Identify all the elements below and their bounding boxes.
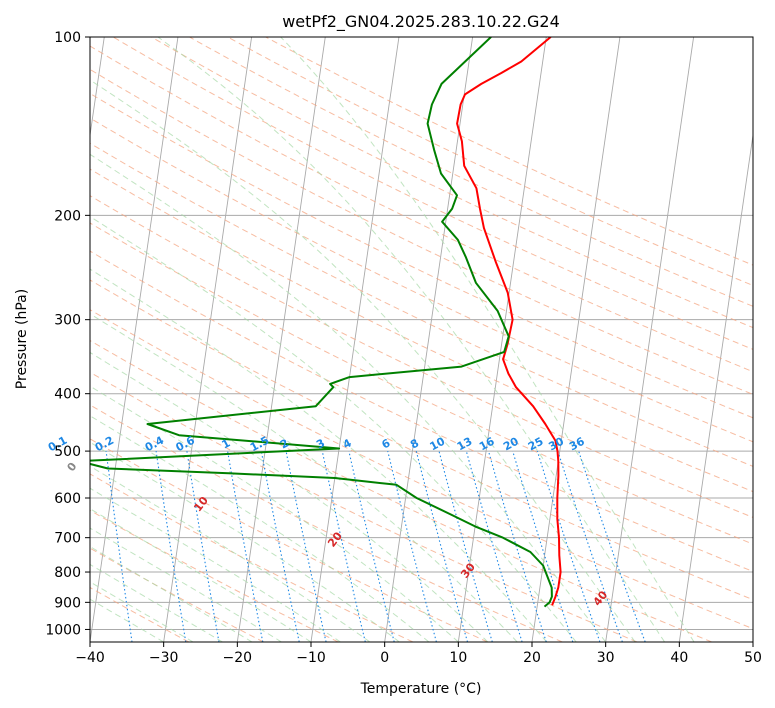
chart-title: wetPf2_GN04.2025.283.10.22.G24 — [282, 12, 560, 32]
isotherm-line — [752, 638, 753, 642]
plot-area — [90, 37, 753, 642]
y-axis-label: Pressure (hPa) — [14, 289, 30, 389]
mixing-ratio-line — [260, 450, 300, 642]
dewpoint-profile — [90, 37, 553, 608]
moist-adiabat-line — [90, 79, 636, 642]
isotherm-line — [457, 37, 547, 642]
mixing-ratio-label: 16 — [477, 435, 497, 454]
y-tick-label: 800 — [54, 565, 81, 581]
isotherm-line — [384, 37, 474, 642]
mixing-ratio-line — [321, 450, 366, 642]
moist-adiabat-line — [157, 37, 666, 642]
mixing-ratio-line — [227, 451, 264, 642]
temperature-profile — [456, 37, 562, 606]
dry-adiabat-line — [90, 279, 753, 601]
dry-adiabat-label: 0 — [65, 460, 80, 474]
dry-adiabat-line — [90, 222, 753, 545]
y-tick-label: 500 — [54, 444, 81, 460]
isotherm-line — [236, 37, 326, 642]
dry-adiabat-line — [90, 168, 753, 493]
x-tick-label: 0 — [380, 650, 389, 666]
y-tick-label: 1000 — [45, 622, 81, 638]
y-tick-label: 400 — [54, 387, 81, 403]
moist-adiabat-line — [90, 527, 282, 642]
isotherm-line — [605, 37, 695, 642]
moist-adiabat-line — [90, 153, 607, 642]
x-axis-label: Temperature (°C) — [360, 681, 482, 697]
moist-adiabat-line — [90, 415, 430, 642]
isotherm-line — [90, 37, 179, 642]
mixing-ratio-line — [512, 450, 574, 642]
mixing-ratio-line — [387, 450, 437, 642]
moist-adiabat-line — [90, 351, 489, 642]
y-tick-label: 900 — [54, 595, 81, 611]
dry-adiabat-line — [90, 339, 712, 642]
mixing-ratio-line — [285, 450, 327, 642]
dry-adiabat-line — [90, 309, 753, 630]
moist-adiabat-line — [90, 598, 164, 642]
moist-adiabat-line — [90, 441, 400, 642]
y-tick-label: 300 — [54, 313, 81, 329]
x-tick-label: 20 — [523, 650, 541, 666]
x-tick-label: −10 — [296, 650, 326, 666]
mixing-ratio-line — [186, 451, 220, 642]
mixing-ratio-label: 30 — [546, 435, 566, 454]
moist-adiabat-line — [90, 465, 371, 642]
moist-adiabat-line — [90, 215, 577, 642]
background-lines — [90, 37, 753, 642]
dry-adiabat-line — [90, 117, 753, 443]
mixing-ratio-line — [536, 450, 601, 642]
dry-adiabat-line — [90, 45, 753, 373]
mixing-ratio-line — [348, 450, 395, 642]
mixing-ratio-label: 20 — [501, 435, 521, 454]
dry-adiabat-line — [90, 195, 753, 518]
x-tick-label: −40 — [75, 650, 105, 666]
moist-adiabat-line — [90, 581, 194, 642]
mixing-ratio-label: 13 — [455, 435, 475, 454]
y-tick-label: 100 — [54, 30, 81, 46]
moist-adiabat-line — [280, 37, 695, 642]
dry-adiabat-line — [90, 142, 753, 467]
moist-adiabat-line — [90, 385, 459, 642]
x-tick-label: 40 — [670, 650, 688, 666]
x-tick-label: 30 — [597, 650, 615, 666]
mixing-ratio-line — [578, 450, 646, 642]
profile-lines — [90, 37, 562, 608]
dry-adiabat-line — [90, 438, 488, 642]
x-tick-label: −20 — [223, 650, 253, 666]
y-tick-label: 600 — [54, 491, 81, 507]
mixing-ratio-line — [557, 450, 623, 642]
mixing-ratio-line — [438, 450, 493, 642]
mixing-ratio-line — [487, 450, 547, 642]
mixing-ratio-line — [415, 450, 469, 642]
mixing-ratio-line — [155, 451, 187, 642]
dry-adiabat-line — [90, 250, 753, 573]
plot-frame — [89, 36, 754, 643]
mixing-ratio-label: 10 — [428, 435, 448, 454]
y-tick-label: 200 — [54, 208, 81, 224]
dry-adiabat-line — [90, 473, 414, 642]
mixing-ratio-line — [465, 450, 523, 642]
x-tick-label: −30 — [149, 650, 179, 666]
x-axis: −40 −30 −20 −10 0 10 20 30 40 50 — [75, 642, 762, 666]
y-axis: 100 200 300 400 500 600 700 800 900 1000 — [45, 30, 90, 638]
mixing-ratio-line — [105, 451, 133, 642]
moist-adiabat-line — [90, 545, 253, 642]
moist-adiabat-line — [90, 563, 223, 642]
mixing-ratio-label: 36 — [567, 435, 587, 454]
dry-adiabat-line — [90, 92, 753, 419]
x-tick-label: 50 — [744, 650, 762, 666]
dry-adiabat-line — [112, 37, 753, 350]
y-tick-label: 700 — [54, 531, 81, 547]
mixing-ratio-label: 25 — [526, 435, 546, 454]
x-tick-label: 10 — [449, 650, 467, 666]
